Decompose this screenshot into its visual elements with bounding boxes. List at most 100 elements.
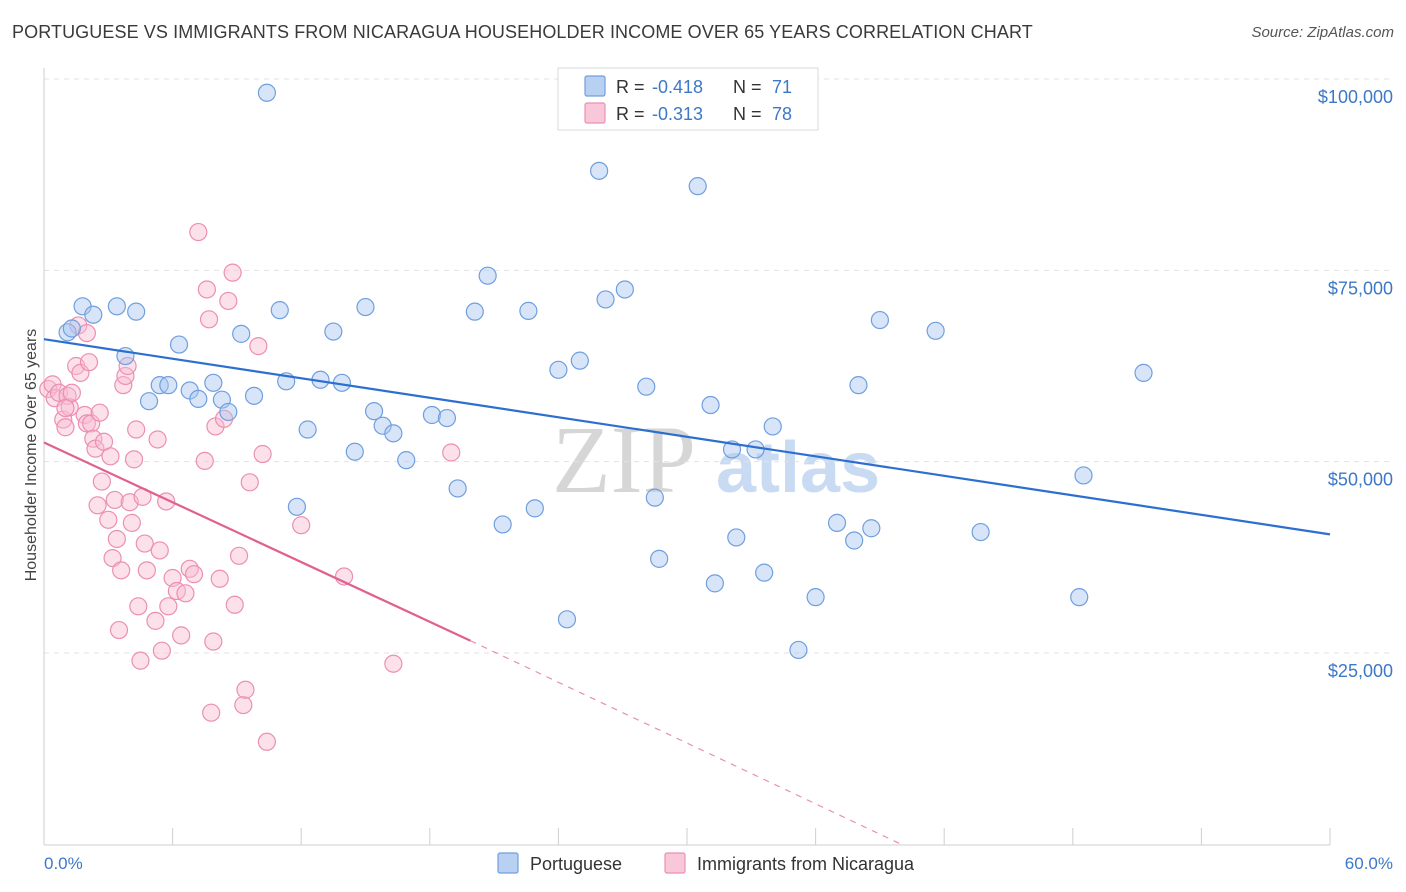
nicaragua-point: [219, 291, 238, 311]
nicaragua-point: [204, 632, 223, 651]
nicaragua-point: [56, 398, 75, 418]
nicaragua-point: [152, 641, 171, 660]
portuguese-point: [422, 405, 442, 425]
portuguese-point: [590, 161, 609, 180]
y-tick-label: $25,000: [1328, 661, 1393, 681]
nicaragua-point: [112, 561, 131, 580]
portuguese-point: [557, 610, 577, 629]
y-tick-labels: $25,000 $50,000 $75,000 $100,000: [1318, 87, 1393, 681]
nicaragua-point: [146, 611, 165, 630]
portuguese-point: [1134, 363, 1153, 382]
portuguese-point: [364, 402, 384, 421]
watermark-atlas: atlas: [716, 428, 880, 508]
nicaragua-point: [229, 546, 249, 565]
stats-n-label-nicaragua: N =: [733, 104, 762, 124]
gridlines: [44, 78, 1393, 654]
stats-n-label-portuguese: N =: [733, 77, 762, 97]
portuguese-point: [926, 321, 945, 340]
trendline-nicaragua: [43, 441, 471, 642]
portuguese-point: [1070, 588, 1089, 607]
series-portuguese-points: [58, 83, 1153, 660]
portuguese-point: [519, 301, 538, 320]
portuguese-point: [257, 83, 277, 102]
stats-r-value-portuguese: -0.418: [652, 77, 703, 97]
legend-label-portuguese: Portuguese: [530, 854, 622, 874]
stats-n-value-nicaragua: 78: [772, 104, 792, 124]
portuguese-point: [806, 588, 825, 607]
portuguese-point: [763, 417, 782, 436]
portuguese-point: [701, 395, 720, 415]
nicaragua-point: [195, 451, 214, 471]
stats-swatch-portuguese: [584, 75, 606, 97]
portuguese-point: [298, 420, 317, 439]
nicaragua-point: [442, 443, 461, 462]
nicaragua-point: [257, 732, 277, 751]
portuguese-point: [244, 386, 264, 405]
portuguese-point: [650, 549, 669, 568]
nicaragua-point: [129, 597, 148, 616]
legend-label-nicaragua: Immigrants from Nicaragua: [697, 854, 915, 874]
portuguese-point: [755, 563, 774, 582]
nicaragua-point: [225, 595, 244, 614]
nicaragua-point: [92, 472, 111, 491]
watermark-zip: ZIP: [552, 406, 696, 513]
portuguese-point: [127, 302, 146, 321]
source-credit: Source: ZipAtlas.com: [1251, 24, 1394, 41]
portuguese-point: [493, 515, 512, 534]
portuguese-point: [84, 305, 103, 324]
nicaragua-point: [189, 222, 208, 242]
nicaragua-point: [107, 529, 126, 549]
nicaragua-point: [101, 447, 120, 466]
portuguese-point: [688, 177, 707, 196]
nicaragua-point: [122, 513, 141, 532]
nicaragua-point: [148, 430, 167, 449]
nicaragua-point: [88, 496, 107, 515]
portuguese-point: [232, 324, 251, 343]
nicaragua-point: [253, 444, 272, 464]
stats-legend: R = -0.418 N = 71 R = -0.313 N = 78: [557, 67, 819, 131]
nicaragua-point: [135, 534, 154, 553]
portuguese-point: [615, 280, 634, 299]
portuguese-point: [356, 297, 375, 317]
chart-title: PORTUGUESE VS IMMIGRANTS FROM NICARAGUA …: [12, 22, 1033, 42]
nicaragua-point: [124, 450, 144, 469]
nicaragua-point: [79, 353, 99, 372]
nicaragua-point: [176, 584, 195, 603]
nicaragua-point: [77, 414, 96, 433]
nicaragua-point: [210, 569, 229, 588]
nicaragua-point: [234, 695, 253, 715]
x-ticks: [172, 828, 1331, 845]
nicaragua-point: [62, 383, 81, 402]
portuguese-point: [62, 319, 81, 338]
x-tick-label-max: 60.0%: [1345, 854, 1393, 873]
portuguese-point: [549, 360, 568, 379]
trend-lines: [43, 338, 1331, 845]
series-nicaragua-points: [39, 222, 461, 751]
nicaragua-point: [105, 490, 124, 510]
portuguese-point: [384, 424, 403, 443]
legend-swatch-nicaragua: [664, 852, 686, 874]
portuguese-point: [570, 351, 589, 370]
portuguese-point: [448, 479, 467, 498]
legend-swatch-portuguese: [497, 852, 519, 874]
portuguese-point: [345, 442, 364, 461]
y-tick-label: $50,000: [1328, 470, 1393, 490]
portuguese-point: [789, 640, 808, 660]
stats-r-value-nicaragua: -0.313: [652, 104, 703, 124]
portuguese-point: [862, 519, 881, 538]
nicaragua-point: [197, 280, 216, 299]
nicaragua-point: [249, 337, 268, 356]
portuguese-point: [845, 531, 864, 550]
portuguese-point: [1074, 466, 1093, 485]
nicaragua-point: [384, 654, 403, 673]
portuguese-point: [596, 290, 615, 309]
nicaragua-point: [240, 473, 259, 492]
stats-n-value-portuguese: 71: [772, 77, 792, 97]
nicaragua-point: [172, 626, 191, 645]
portuguese-point: [465, 302, 484, 321]
portuguese-point: [525, 499, 544, 518]
portuguese-point: [645, 488, 664, 507]
portuguese-point: [189, 389, 208, 409]
x-tick-label-min: 0.0%: [44, 854, 83, 873]
